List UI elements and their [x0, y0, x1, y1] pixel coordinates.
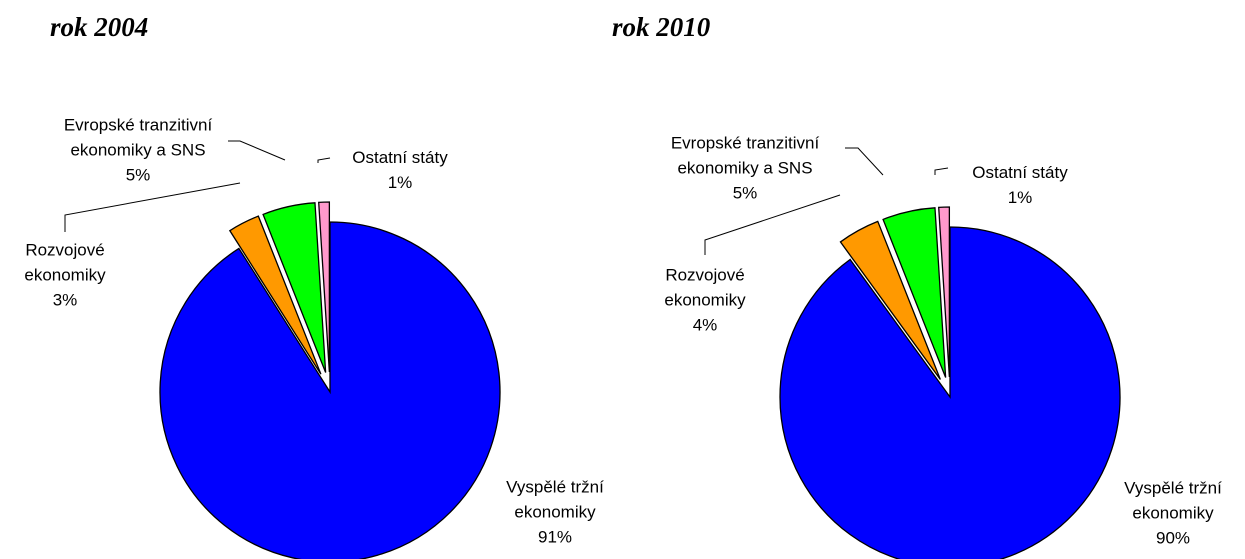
pie-slice [839, 220, 941, 380]
slice-category: Vyspělé tržní ekonomiky [506, 477, 604, 522]
slice-value: 4% [692, 315, 718, 335]
slice-value: 90% [1155, 528, 1191, 548]
slice-category: Ostatní státy [972, 163, 1068, 182]
pie-slice [159, 221, 501, 559]
slice-label: Ostatní státy 1% [945, 160, 1095, 210]
slice-value: 1% [1007, 188, 1033, 207]
slice-label: Rozvojové ekonomiky 4% [650, 263, 760, 338]
slice-label: Vyspělé tržní ekonomiky 90% [1103, 476, 1243, 551]
pie-slice [318, 201, 331, 373]
slice-label: Vyspělé tržní ekonomiky 91% [485, 475, 625, 550]
pie-slice [882, 207, 947, 378]
slice-value: 91% [537, 527, 573, 547]
chart-title: rok 2004 [50, 12, 149, 42]
leader-line [64, 182, 241, 232]
slice-label: Ostatní státy 1% [325, 145, 475, 195]
slice-value: 5% [732, 183, 758, 203]
slice-category: Evropské tranzitivní ekonomiky a SNS [63, 115, 213, 160]
leader-line [845, 147, 884, 176]
pie-slice [262, 202, 327, 373]
leader-line [934, 167, 949, 175]
pie-slice [228, 215, 322, 375]
leader-line [704, 194, 841, 255]
slice-category: Vyspělé tržní ekonomiky [1124, 478, 1222, 523]
chart-title: rok 2010 [612, 12, 711, 42]
slice-category: Ostatní státy [352, 148, 448, 167]
slice-category: Rozvojové ekonomiky [664, 265, 746, 310]
slice-value: 3% [52, 290, 78, 310]
leader-line [228, 140, 286, 161]
slice-value: 5% [125, 165, 151, 185]
slice-category: Rozvojové ekonomiky [24, 240, 106, 285]
slice-label: Evropské tranzitivní ekonomiky a SNS 5% [655, 131, 835, 206]
slice-category: Evropské tranzitivní ekonomiky a SNS [670, 133, 820, 178]
slice-label: Evropské tranzitivní ekonomiky a SNS 5% [48, 113, 228, 188]
slice-label: Rozvojové ekonomiky 3% [10, 238, 120, 313]
slice-value: 1% [387, 173, 413, 192]
pie-slice [938, 206, 951, 378]
leader-line [317, 157, 331, 163]
